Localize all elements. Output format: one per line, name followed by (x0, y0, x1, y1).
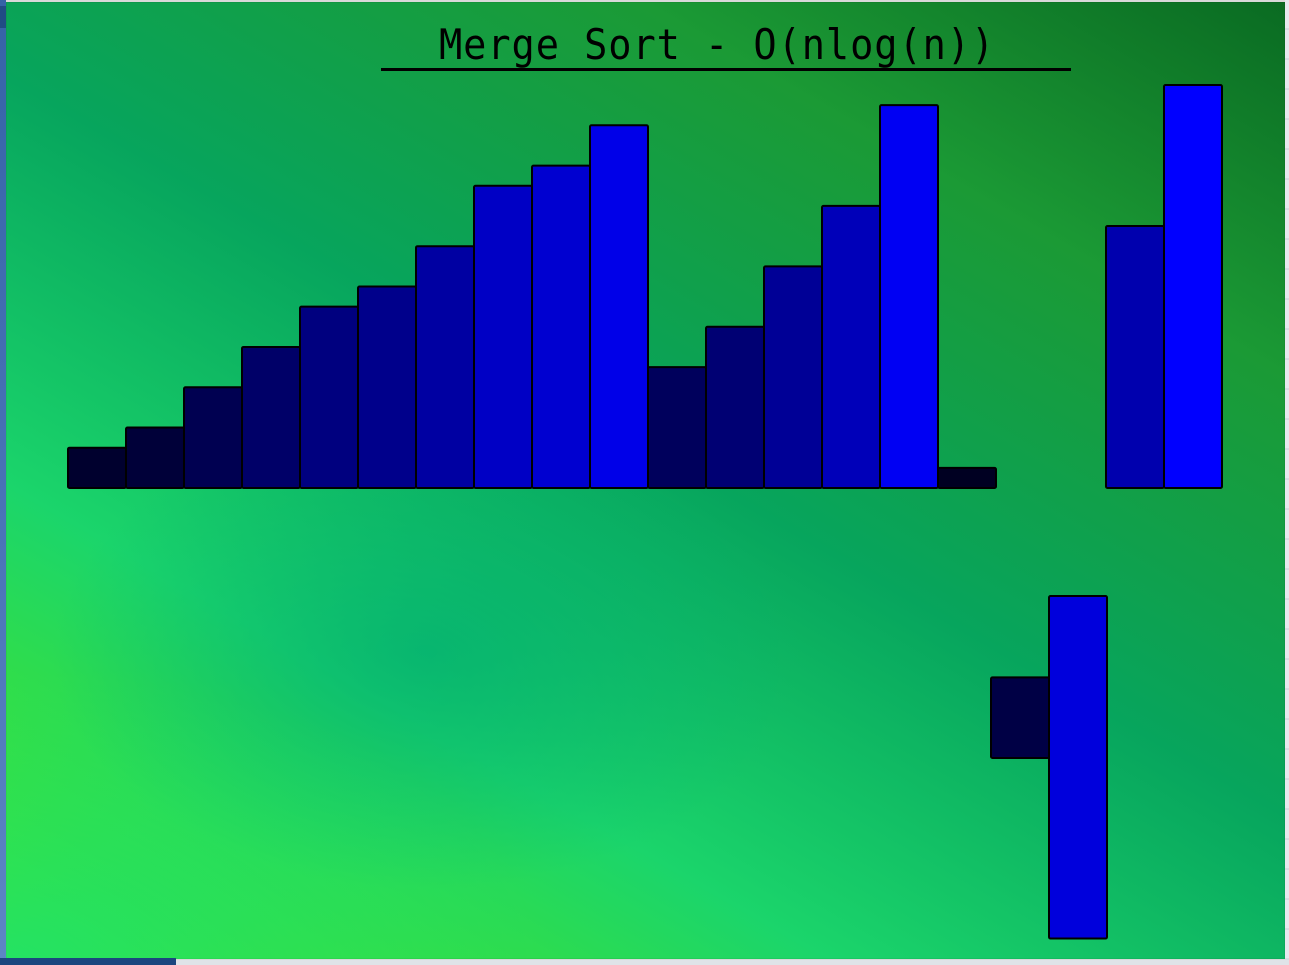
bottom-window-edge (0, 960, 1289, 965)
sort-bar-main-array-8 (473, 184, 533, 489)
sort-bar-main-array-9 (531, 164, 591, 489)
sort-bar-main-array-2 (125, 426, 185, 489)
left-window-edge (0, 0, 6, 965)
sort-bar-main-array-1 (67, 446, 127, 490)
window-corner-marker (0, 6, 6, 28)
sort-visualization-canvas: Merge Sort - O(nlog(n)) (6, 2, 1285, 959)
sort-bar-main-array-14 (821, 204, 881, 489)
sort-bar-main-array-4 (241, 345, 301, 490)
right-window-edge (1285, 0, 1289, 965)
sort-bar-main-array-13 (763, 265, 823, 489)
sort-bar-right-temporary-array-1 (1105, 225, 1165, 490)
sort-bar-right-temporary-array-2 (1163, 84, 1223, 489)
taskbar-status-text (0, 959, 3, 964)
sort-bar-main-array-6 (357, 285, 417, 489)
sort-bar-main-array-10 (589, 124, 649, 490)
bar-chart (67, 84, 1223, 940)
sort-bar-lower-temporary-array-2 (1048, 595, 1108, 940)
title-underline (381, 68, 1071, 71)
taskbar-tab (0, 958, 176, 965)
sort-bar-main-array-15 (879, 104, 939, 490)
sort-bar-main-array-16 (937, 466, 997, 490)
chart-title: Merge Sort - O(nlog(n)) (439, 20, 996, 69)
sort-bar-main-array-12 (705, 325, 765, 489)
sort-bar-lower-temporary-array-1 (990, 676, 1050, 760)
sort-bar-main-array-11 (647, 366, 707, 490)
sort-bar-main-array-7 (415, 245, 475, 489)
sort-bar-main-array-5 (299, 305, 359, 489)
sort-bar-main-array-3 (183, 386, 243, 489)
